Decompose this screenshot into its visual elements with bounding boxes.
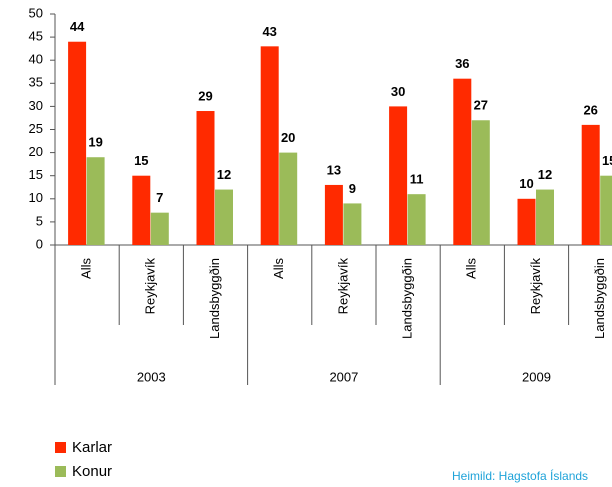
y-tick-label: 50 bbox=[29, 5, 43, 20]
x-tick-label: Reykjavík bbox=[143, 258, 158, 315]
bar bbox=[407, 194, 426, 245]
x-tick-label: Landsbyggðin bbox=[400, 258, 415, 339]
y-tick-label: 35 bbox=[29, 75, 43, 90]
source: Heimild: Hagstofa Íslands bbox=[452, 468, 588, 483]
legend-swatch bbox=[55, 442, 66, 453]
group-label: 2009 bbox=[522, 369, 551, 384]
value-label: 15 bbox=[602, 153, 612, 168]
y-tick-label: 45 bbox=[29, 29, 43, 44]
bar bbox=[536, 189, 554, 245]
x-tick-label: Landsbyggðin bbox=[592, 258, 607, 339]
x-tick-label: Reykjavík bbox=[335, 258, 350, 315]
value-label: 7 bbox=[156, 190, 163, 205]
value-label: 43 bbox=[262, 24, 276, 39]
y-tick-label: 10 bbox=[29, 190, 43, 205]
value-label: 27 bbox=[474, 98, 488, 113]
value-label: 9 bbox=[349, 181, 356, 196]
bar bbox=[132, 175, 151, 245]
value-label: 15 bbox=[134, 153, 148, 168]
value-label: 11 bbox=[410, 172, 424, 187]
x-tick-label: Alls bbox=[464, 258, 479, 279]
bar bbox=[260, 46, 279, 246]
group-label: 2003 bbox=[137, 369, 166, 384]
value-label: 12 bbox=[217, 167, 231, 182]
y-tick-label: 20 bbox=[29, 144, 43, 159]
legend-swatch bbox=[55, 466, 66, 477]
group-label: 2007 bbox=[329, 369, 358, 384]
bar bbox=[196, 111, 215, 246]
value-label: 13 bbox=[327, 162, 341, 177]
bar bbox=[581, 124, 600, 245]
y-tick-label: 5 bbox=[36, 213, 43, 228]
bar bbox=[471, 120, 490, 245]
y-tick-label: 40 bbox=[29, 52, 43, 67]
value-label: 12 bbox=[538, 167, 552, 182]
value-label: 26 bbox=[583, 102, 597, 117]
bar bbox=[600, 175, 612, 245]
bar bbox=[517, 198, 536, 245]
bar bbox=[150, 212, 169, 245]
bar bbox=[343, 203, 362, 245]
y-tick-label: 30 bbox=[29, 98, 43, 113]
legend-label: Karlar bbox=[72, 439, 112, 456]
x-tick-label: Landsbyggðin bbox=[207, 258, 222, 339]
bar bbox=[324, 184, 343, 245]
value-label: 20 bbox=[281, 130, 295, 145]
value-label: 36 bbox=[455, 56, 469, 71]
value-label: 19 bbox=[88, 135, 102, 150]
value-label: 30 bbox=[391, 84, 405, 99]
x-tick-label: Reykjavík bbox=[528, 258, 543, 315]
value-label: 29 bbox=[198, 88, 212, 103]
y-tick-label: 25 bbox=[29, 121, 43, 136]
x-tick-label: Alls bbox=[271, 258, 286, 279]
value-label: 10 bbox=[519, 176, 533, 191]
y-tick-label: 15 bbox=[29, 167, 43, 182]
bar bbox=[68, 41, 87, 245]
bar bbox=[389, 106, 408, 246]
legend-label: Konur bbox=[72, 463, 112, 480]
bar bbox=[86, 157, 105, 245]
y-tick-label: 0 bbox=[36, 236, 43, 251]
bar bbox=[453, 78, 472, 246]
bar bbox=[279, 152, 298, 245]
value-label: 44 bbox=[70, 19, 85, 34]
x-tick-label: Alls bbox=[79, 258, 94, 279]
bar bbox=[215, 189, 233, 245]
